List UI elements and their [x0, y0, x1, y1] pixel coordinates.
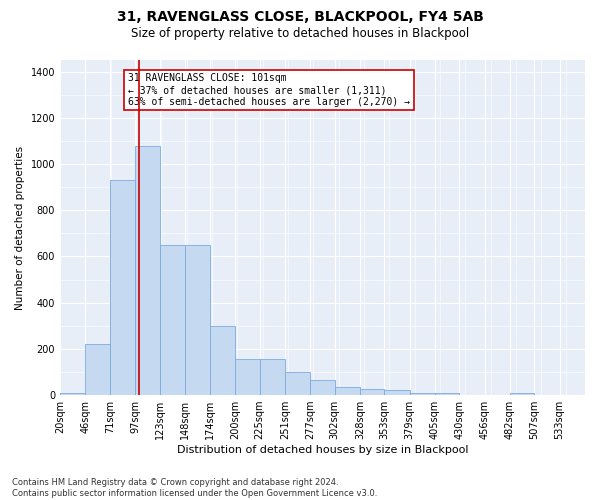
Bar [410, 393, 435, 395]
Bar [160, 245, 185, 395]
Bar [335, 387, 360, 395]
Text: Size of property relative to detached houses in Blackpool: Size of property relative to detached ho… [131, 28, 469, 40]
Bar [185, 245, 210, 395]
Text: 31, RAVENGLASS CLOSE, BLACKPOOL, FY4 5AB: 31, RAVENGLASS CLOSE, BLACKPOOL, FY4 5AB [116, 10, 484, 24]
Y-axis label: Number of detached properties: Number of detached properties [15, 146, 25, 310]
Bar [210, 326, 235, 395]
Bar [235, 360, 260, 395]
Bar [85, 344, 110, 395]
Bar [510, 393, 535, 395]
Text: Contains HM Land Registry data © Crown copyright and database right 2024.
Contai: Contains HM Land Registry data © Crown c… [12, 478, 377, 498]
Bar [385, 390, 410, 395]
Bar [260, 360, 285, 395]
Bar [60, 393, 85, 395]
Bar [110, 180, 135, 395]
Bar [360, 390, 385, 395]
X-axis label: Distribution of detached houses by size in Blackpool: Distribution of detached houses by size … [177, 445, 468, 455]
Text: 31 RAVENGLASS CLOSE: 101sqm
← 37% of detached houses are smaller (1,311)
63% of : 31 RAVENGLASS CLOSE: 101sqm ← 37% of det… [128, 74, 410, 106]
Bar [285, 372, 310, 395]
Bar [310, 380, 335, 395]
Bar [435, 393, 460, 395]
Bar [135, 146, 160, 395]
